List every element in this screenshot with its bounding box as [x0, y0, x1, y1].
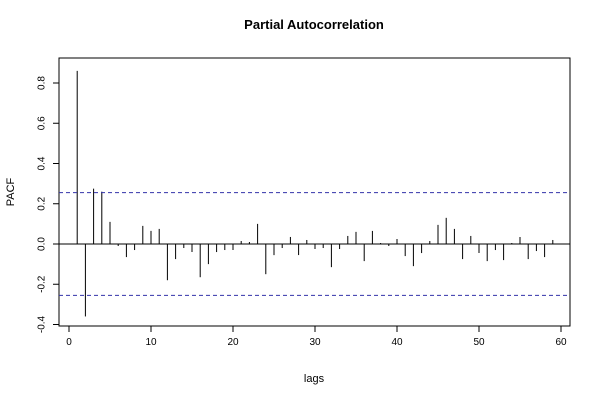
x-tick-label: 50: [473, 337, 485, 348]
x-tick-label: 60: [555, 337, 567, 348]
y-tick-label: 0.6: [37, 116, 48, 130]
x-tick-label: 10: [145, 337, 157, 348]
x-axis: 0 10 20 30 40 50 60: [66, 325, 567, 348]
chart-title: Partial Autocorrelation: [244, 17, 384, 32]
y-tick-label: 0.8: [37, 76, 48, 90]
pacf-bars: [76, 70, 554, 317]
y-tick-label: 0.0: [37, 237, 48, 251]
x-tick-label: 30: [309, 337, 321, 348]
y-tick-label: -0.2: [37, 275, 48, 293]
x-tick-label: 0: [66, 337, 72, 348]
reference-lines: [59, 192, 570, 296]
y-tick-label: 0.2: [37, 196, 48, 210]
y-axis-label: PACF: [5, 177, 17, 206]
x-tick-label: 40: [391, 337, 403, 348]
y-tick-label: -0.4: [37, 315, 48, 333]
x-axis-label: lags: [304, 373, 325, 385]
x-tick-label: 20: [227, 337, 239, 348]
plot-frame: [58, 57, 571, 327]
y-axis: -0.4 -0.2 0.0 0.2 0.4 0.6 0.8: [37, 76, 60, 333]
y-tick-label: 0.4: [37, 156, 48, 170]
